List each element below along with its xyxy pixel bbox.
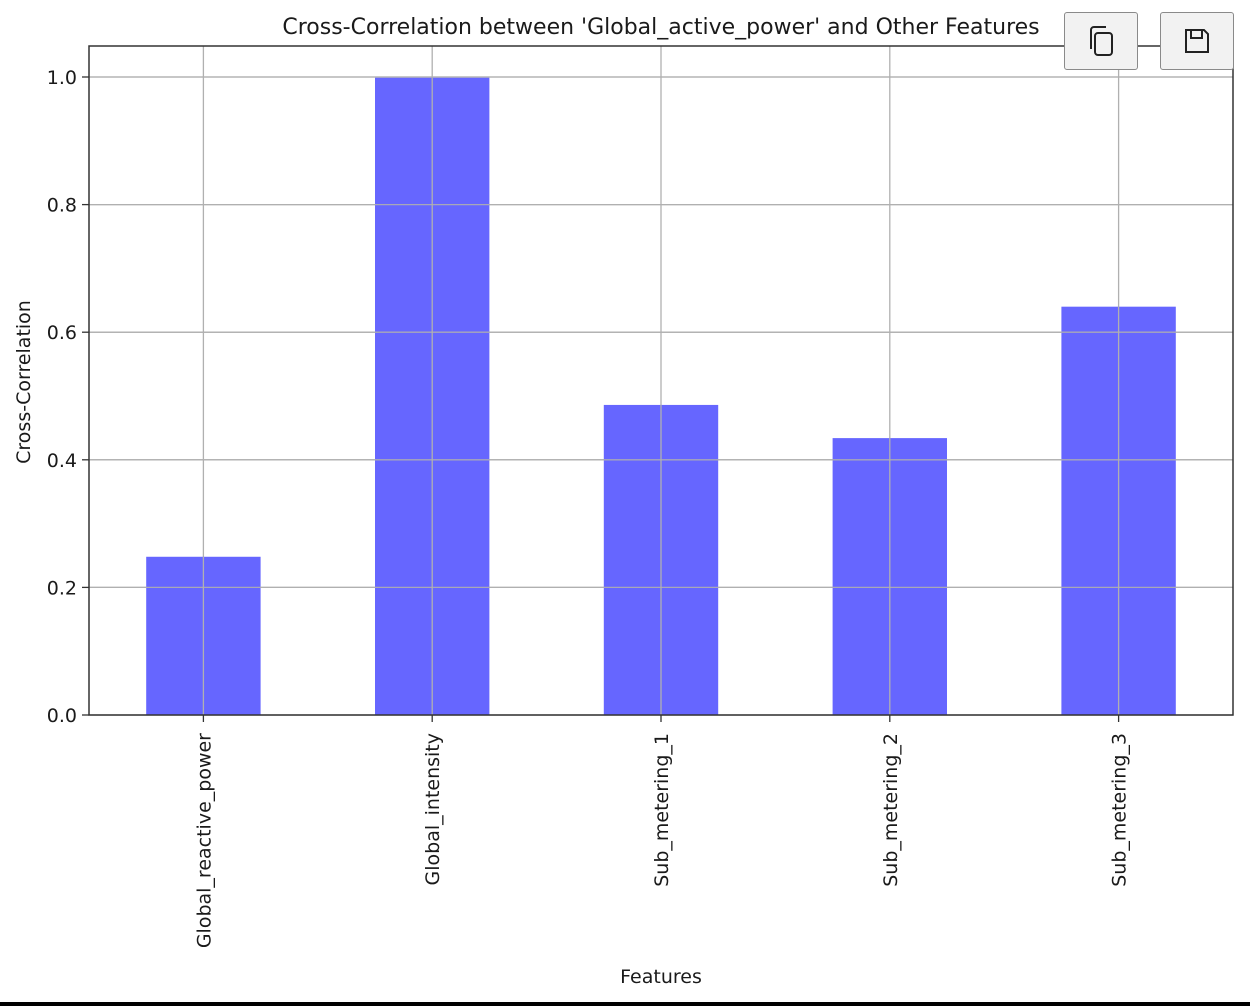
window-bottom-border [0, 1002, 1250, 1006]
x-tick-label: Global_intensity [422, 733, 444, 885]
y-tick-label: 0.2 [47, 577, 77, 599]
y-tick-label: 0.8 [47, 195, 77, 217]
x-axis-ticks: Global_reactive_power Global_intensity Sub… [193, 715, 1131, 948]
y-axis-ticks: 0.0 0.2 0.4 0.6 0.8 1.0 [47, 67, 89, 727]
y-tick-label: 1.0 [47, 67, 77, 89]
x-tick-label: Sub_metering_1 [651, 733, 673, 887]
copy-icon [1090, 26, 1113, 56]
x-tick-label: Sub_metering_3 [1109, 733, 1131, 887]
y-tick-label: 0.6 [47, 322, 77, 344]
y-axis-label: Cross-Correlation [13, 300, 35, 464]
chart-title: Cross-Correlation between 'Global_active… [282, 15, 1039, 40]
floppy-disk-icon [1185, 29, 1209, 53]
x-tick-label: Sub_metering_2 [880, 733, 902, 887]
bar-layer [89, 76, 1233, 715]
x-axis-label: Features [620, 966, 702, 988]
save-button[interactable] [1160, 12, 1234, 70]
x-tick-label: Global_reactive_power [193, 733, 215, 948]
y-tick-label: 0.0 [47, 705, 77, 727]
copy-button[interactable] [1064, 12, 1138, 70]
y-tick-label: 0.4 [47, 450, 77, 472]
